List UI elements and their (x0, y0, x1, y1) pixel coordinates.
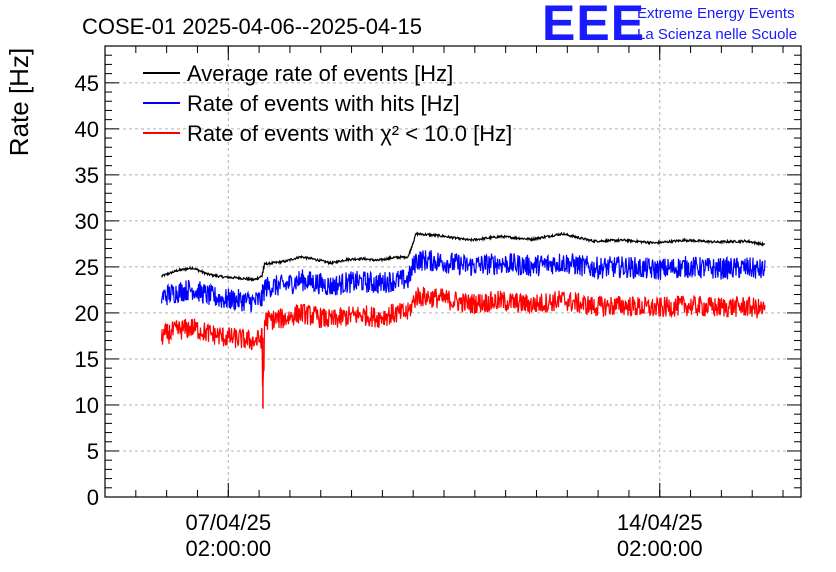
series-line-0 (160, 231, 766, 282)
chart-title: COSE-01 2025-04-06--2025-04-15 (82, 14, 422, 39)
x-tick-label-date: 07/04/25 (185, 510, 271, 535)
x-tick-label-time: 02:00:00 (185, 536, 271, 561)
series-line-2 (160, 286, 766, 387)
y-tick-label: 0 (87, 485, 99, 510)
legend-label-1: Rate of events with hits [Hz] (187, 91, 460, 116)
y-tick-label: 40 (75, 117, 99, 142)
x-tick-label-date: 14/04/25 (617, 510, 703, 535)
eee-logo-line1: Extreme Energy Events (637, 5, 795, 22)
y-tick-label: 5 (87, 439, 99, 464)
y-axis-title: Rate [Hz] (4, 48, 34, 156)
y-tick-label: 35 (75, 163, 99, 188)
legend: Average rate of events [Hz] Rate of event… (143, 61, 512, 146)
x-tick-label-time: 02:00:00 (617, 536, 703, 561)
y-tick-label: 20 (75, 301, 99, 326)
series-layer (160, 231, 766, 409)
axes: 05101520253035404507/04/2502:00:0014/04/… (75, 45, 802, 561)
plot-frame (104, 45, 802, 498)
y-tick-label: 30 (75, 209, 99, 234)
y-tick-label: 10 (75, 393, 99, 418)
series-line-1 (160, 249, 766, 313)
y-tick-label: 15 (75, 347, 99, 372)
eee-logo-mark: EEE (542, 0, 645, 51)
eee-logo-line2: La Scienza nelle Scuole (637, 26, 797, 43)
eee-logo: EEE Extreme Energy Events La Scienza nel… (542, 0, 797, 51)
legend-label-0: Average rate of events [Hz] (187, 61, 453, 86)
y-tick-label: 45 (75, 71, 99, 96)
y-tick-label: 25 (75, 255, 99, 280)
legend-label-2: Rate of events with χ² < 10.0 [Hz] (187, 121, 512, 146)
